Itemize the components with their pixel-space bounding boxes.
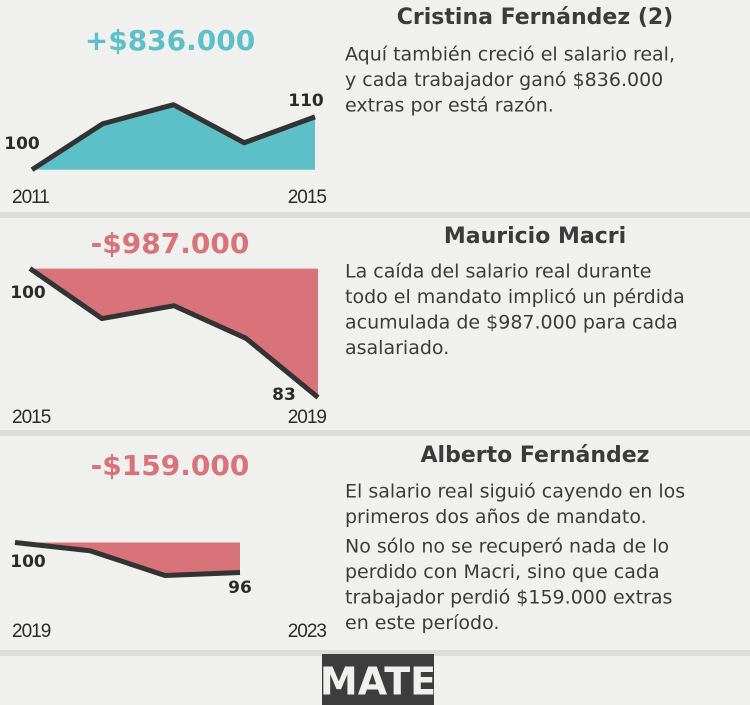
amount: +$836.000 (85, 24, 255, 57)
year-label: 2011 (12, 187, 49, 208)
line (14, 540, 241, 578)
separator (0, 430, 750, 436)
description: La caída del salario real durante (345, 261, 651, 283)
value-label: 96 (228, 578, 252, 598)
description: trabajador perdió $159.000 extras (345, 587, 672, 609)
logo-box (322, 654, 434, 705)
year-label: 2019 (12, 621, 51, 642)
person-name: Alberto Fernández (421, 443, 650, 468)
person-name: Mauricio Macri (444, 224, 626, 249)
description: asalariado. (345, 337, 449, 359)
description: perdido con Macri, sino que cada (345, 561, 660, 583)
value-label: 110 (288, 91, 324, 111)
value-label: 100 (4, 134, 40, 154)
year-label: 2023 (288, 621, 327, 642)
description: en este período. (345, 612, 499, 634)
separator (0, 650, 750, 656)
year-label: 2015 (288, 187, 327, 208)
description: Aquí también creció el salario real, (345, 44, 675, 66)
amount: -$987.000 (91, 227, 250, 260)
area (32, 104, 315, 170)
description: El salario real siguió cayendo en los (345, 481, 685, 503)
value-label: 100 (10, 552, 46, 572)
description: todo el mandato implicó un pérdida (345, 286, 685, 308)
description: No sólo no se recuperó nada de lo (345, 536, 669, 558)
description: acumulada de $987.000 para cada (345, 312, 678, 334)
line (28, 266, 320, 400)
description: primeros dos años de mandato. (345, 506, 647, 528)
value-label: 83 (272, 385, 296, 405)
description: extras por está razón. (345, 95, 554, 117)
description: y cada trabajador ganó $836.000 (345, 69, 663, 91)
amount: -$159.000 (91, 449, 250, 482)
area (30, 268, 318, 398)
person-name: Cristina Fernández (2) (397, 5, 673, 30)
separator (0, 212, 750, 218)
area (15, 542, 240, 576)
year-label: 2015 (12, 407, 51, 428)
line (30, 102, 316, 172)
value-label: 100 (10, 283, 46, 303)
logo: MATE (320, 660, 436, 704)
year-label: 2019 (288, 407, 327, 428)
